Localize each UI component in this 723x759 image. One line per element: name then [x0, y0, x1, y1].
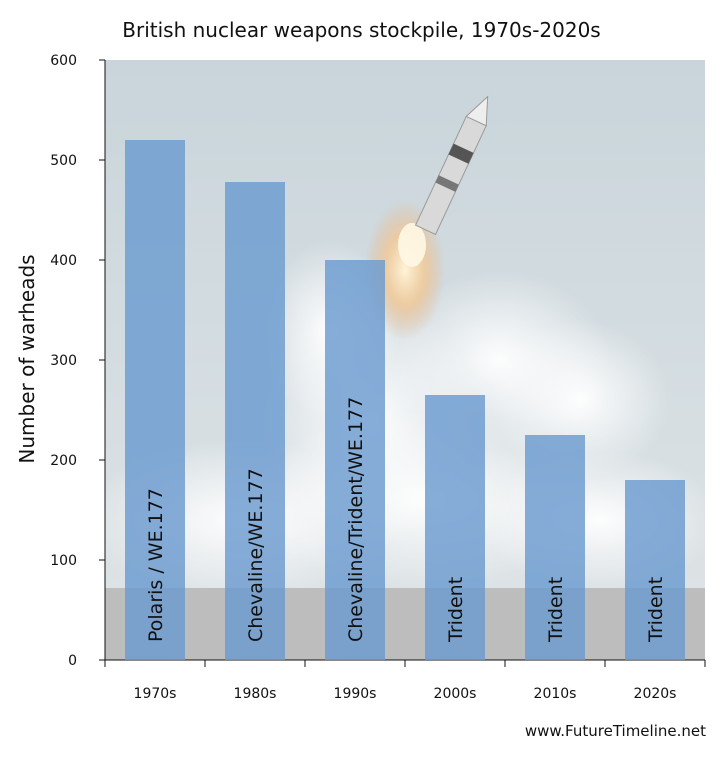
x-tick-label: 1980s [234, 686, 277, 702]
bar-2020s [625, 480, 685, 660]
y-tick-label: 500 [50, 153, 77, 169]
chart-title: British nuclear weapons stockpile, 1970s… [122, 18, 601, 42]
y-tick-label: 0 [68, 653, 77, 669]
x-tick-label: 2020s [634, 686, 677, 702]
source-credit: www.FutureTimeline.net [524, 722, 706, 740]
background-ground [105, 588, 705, 660]
bar-2010s [525, 435, 585, 660]
x-axis-ticks: 1970s 1980s 1990s 2000s 2010s 2020s [104, 660, 706, 702]
bar-1990s [325, 260, 385, 660]
bar-1970s [125, 140, 185, 660]
bar-label: Trident [545, 577, 567, 643]
bars [125, 140, 685, 660]
y-tick-label: 600 [50, 53, 77, 69]
x-tick-label: 1990s [334, 686, 377, 702]
bar-label: Chevaline/WE.177 [245, 468, 267, 642]
y-tick-label: 200 [50, 453, 77, 469]
bar-labels: Polaris / WE.177 Chevaline/WE.177 Chevalin… [145, 397, 667, 643]
bar-1980s [225, 182, 285, 660]
rocket-flame-core [398, 223, 426, 267]
x-tick-label: 2000s [434, 686, 477, 702]
x-tick-label: 2010s [534, 686, 577, 702]
y-tick-label: 400 [50, 253, 77, 269]
missile [414, 95, 489, 236]
bar-label: Polaris / WE.177 [145, 488, 167, 642]
bar-label: Trident [645, 577, 667, 643]
bar-label: Trident [445, 577, 467, 643]
bar-2000s [425, 395, 485, 660]
y-axis-ticks: 0 100 200 300 400 500 600 [50, 53, 105, 669]
y-tick-label: 100 [50, 553, 77, 569]
bar-label: Chevaline/Trident/WE.177 [345, 397, 367, 642]
x-tick-label: 1970s [134, 686, 177, 702]
y-tick-label: 300 [50, 353, 77, 369]
